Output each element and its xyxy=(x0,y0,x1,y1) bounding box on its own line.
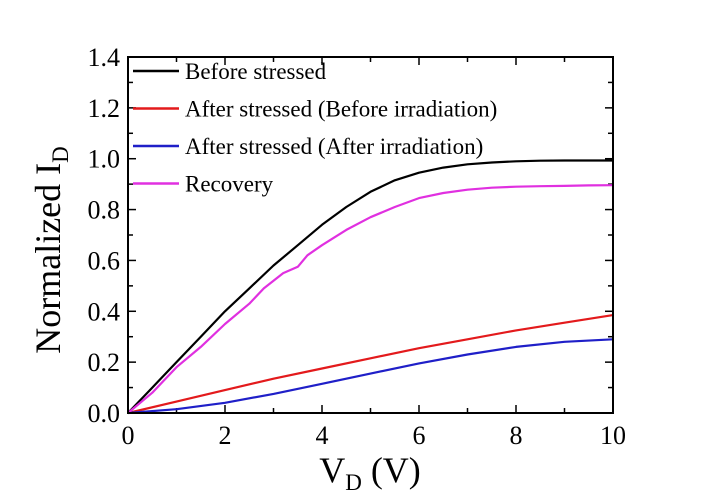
legend-label: Recovery xyxy=(185,172,274,197)
x-tick-label: 10 xyxy=(600,421,626,450)
series-line-3 xyxy=(127,338,614,415)
y-tick-label: 0.6 xyxy=(88,246,121,275)
x-tick-label: 0 xyxy=(122,421,135,450)
x-tick-label: 8 xyxy=(510,421,523,450)
series-lines xyxy=(127,159,614,415)
x-tick-label: 2 xyxy=(219,421,232,450)
legend-label: After stressed (After irradiation) xyxy=(185,134,483,159)
x-tick-label: 6 xyxy=(413,421,426,450)
x-axis-title: VD (V) xyxy=(319,450,421,495)
y-axis-title: Normalized ID xyxy=(28,146,73,354)
y-tick-label: 0.0 xyxy=(88,399,121,428)
series-line-2 xyxy=(127,314,614,415)
x-tick-label: 4 xyxy=(316,421,329,450)
legend: Before stressed After stressed (Before ir… xyxy=(133,59,497,197)
series-line-1 xyxy=(127,159,613,414)
legend-label: After stressed (Before irradiation) xyxy=(185,97,497,122)
y-tick-label: 1.2 xyxy=(88,94,121,123)
plot-frame xyxy=(127,56,614,414)
legend-label: Before stressed xyxy=(185,59,327,84)
y-tick-label: 0.4 xyxy=(88,297,121,326)
y-tick-label: 0.2 xyxy=(88,348,121,377)
y-tick-label: 0.8 xyxy=(88,196,121,225)
axis-ticks: 0 2 4 6 8 10 0.0 0.2 0.4 0.6 0.8 1.0 1.2 1.4 xyxy=(88,43,627,450)
y-tick-label: 1.4 xyxy=(88,43,121,72)
y-tick-label: 1.0 xyxy=(88,145,121,174)
series-line-4 xyxy=(127,184,614,414)
